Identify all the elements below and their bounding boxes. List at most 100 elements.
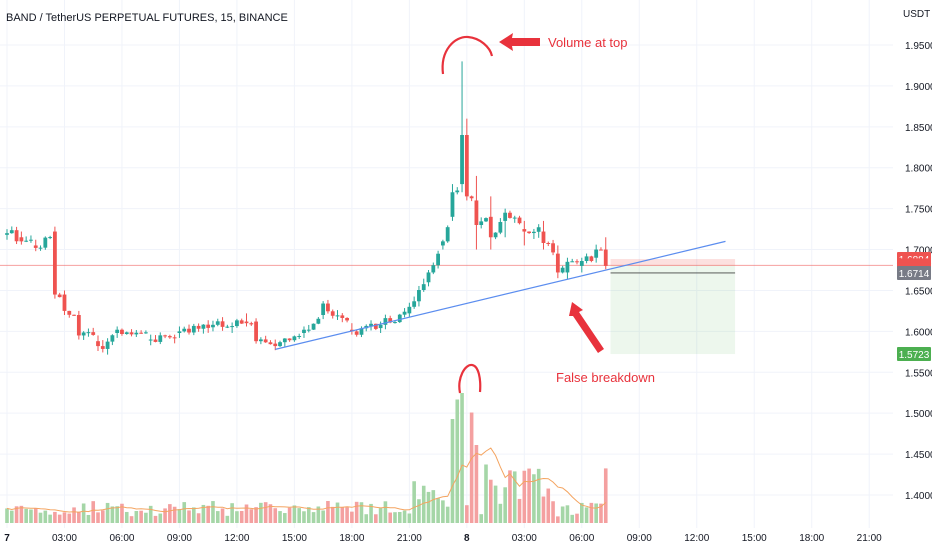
time-tick-label: 12:00 — [684, 533, 709, 544]
volume-bar — [163, 508, 167, 523]
trendline-drawing[interactable] — [275, 240, 726, 350]
volume-bar — [287, 507, 292, 523]
candle-body — [460, 135, 464, 185]
volume-bar — [77, 511, 81, 523]
volume-arc-icon — [458, 363, 482, 394]
time-axis[interactable]: 7 03:00 06:00 09:00 12:00 15:00 18:00 21:00 8 03:… — [4, 533, 882, 544]
candle-body — [512, 217, 517, 219]
volume-bar — [192, 507, 196, 523]
volume-bar — [369, 503, 373, 523]
volume-bar — [599, 503, 603, 523]
candle-body — [450, 192, 455, 217]
price-axis[interactable]: 1.9500 1.9000 1.8500 1.8000 1.7500 1.7000 1.65… — [905, 41, 932, 502]
candle-body — [62, 294, 67, 311]
candle-body — [508, 212, 512, 218]
volume-bar — [105, 502, 110, 523]
volume-bar — [211, 501, 215, 523]
volume-bar — [139, 510, 143, 523]
time-tick-label: 18:00 — [339, 533, 364, 544]
time-tick-label: 06:00 — [569, 533, 594, 544]
candle-body — [48, 237, 53, 239]
volume-bar — [273, 508, 278, 523]
price-tick-label: 1.7500 — [905, 205, 932, 216]
candle-body — [335, 315, 340, 317]
candle-body — [53, 231, 57, 295]
candle-body — [129, 332, 134, 335]
volume-bar — [292, 505, 297, 523]
volume-bar — [417, 499, 421, 523]
candle-body — [86, 332, 91, 334]
volume-bar — [551, 501, 555, 523]
stop-loss-zone[interactable] — [610, 259, 736, 266]
volume-bar — [220, 508, 225, 523]
candle-body — [249, 323, 254, 325]
volume-bar — [129, 516, 134, 523]
volume-bar — [134, 511, 139, 523]
volume-bar — [101, 510, 105, 523]
candle-body — [230, 326, 235, 328]
candle-body — [91, 332, 96, 335]
volume-bar — [580, 502, 584, 523]
volume-bar — [249, 509, 254, 523]
volume-bar — [565, 505, 570, 523]
candle-body — [182, 328, 187, 332]
volume-bar — [254, 507, 258, 523]
candle-body — [402, 311, 407, 315]
volume-bar — [570, 514, 575, 523]
candle-body — [273, 343, 278, 347]
candle-body — [431, 265, 436, 273]
volume-bar — [196, 513, 201, 523]
volume-bar — [24, 508, 28, 523]
candle-body — [196, 325, 201, 329]
volume-bar — [421, 485, 426, 523]
annotation-false-breakdown: False breakdown — [556, 370, 655, 385]
candle-body — [436, 253, 440, 266]
volume-bar — [326, 500, 330, 523]
price-tick-label: 1.8500 — [905, 123, 932, 134]
candle-body — [493, 232, 498, 238]
volume-bar — [508, 470, 512, 523]
chart-grid — [0, 0, 893, 528]
volume-bar — [187, 510, 191, 523]
volume-bar — [335, 502, 340, 523]
trendline[interactable] — [275, 240, 726, 350]
volume-bar — [431, 490, 436, 523]
price-tick-label: 1.6500 — [905, 286, 932, 297]
time-tick-label: 15:00 — [282, 533, 307, 544]
volume-bar — [388, 512, 392, 523]
volume-bar — [493, 485, 498, 523]
volume-bar — [527, 468, 531, 523]
volume-bar — [120, 503, 124, 523]
volume-bar — [517, 498, 522, 523]
candle-body — [551, 243, 555, 253]
volume-bar — [441, 500, 445, 523]
candle-body — [115, 329, 120, 333]
candle-body — [244, 321, 249, 324]
candle-body — [541, 231, 546, 243]
volume-bar — [397, 511, 402, 523]
short-position-box[interactable] — [0, 259, 893, 355]
volume-bar — [43, 510, 48, 523]
volume-bar — [91, 501, 96, 523]
volume-bar — [584, 507, 589, 523]
candle-body — [297, 336, 302, 338]
time-tick-label: 18:00 — [799, 533, 824, 544]
candle-body — [239, 320, 244, 324]
candle-body — [14, 230, 19, 242]
candle-body — [19, 237, 24, 242]
candle-body — [100, 346, 105, 349]
volume-bar — [230, 503, 234, 523]
candle-body — [167, 336, 172, 338]
candle-body — [120, 329, 124, 334]
currency-label: USDT — [903, 9, 930, 20]
time-tick-label: 7 — [4, 533, 10, 544]
volume-bar — [393, 512, 397, 523]
volume-bar — [5, 508, 9, 523]
candle-body — [263, 339, 268, 343]
volume-bar — [306, 507, 311, 523]
take-profit-zone[interactable] — [610, 265, 736, 355]
candle-body — [268, 342, 273, 345]
candle-body — [282, 338, 287, 343]
